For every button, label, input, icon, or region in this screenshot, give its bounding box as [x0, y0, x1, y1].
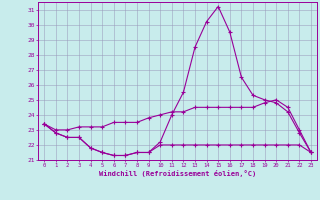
X-axis label: Windchill (Refroidissement éolien,°C): Windchill (Refroidissement éolien,°C) — [99, 170, 256, 177]
